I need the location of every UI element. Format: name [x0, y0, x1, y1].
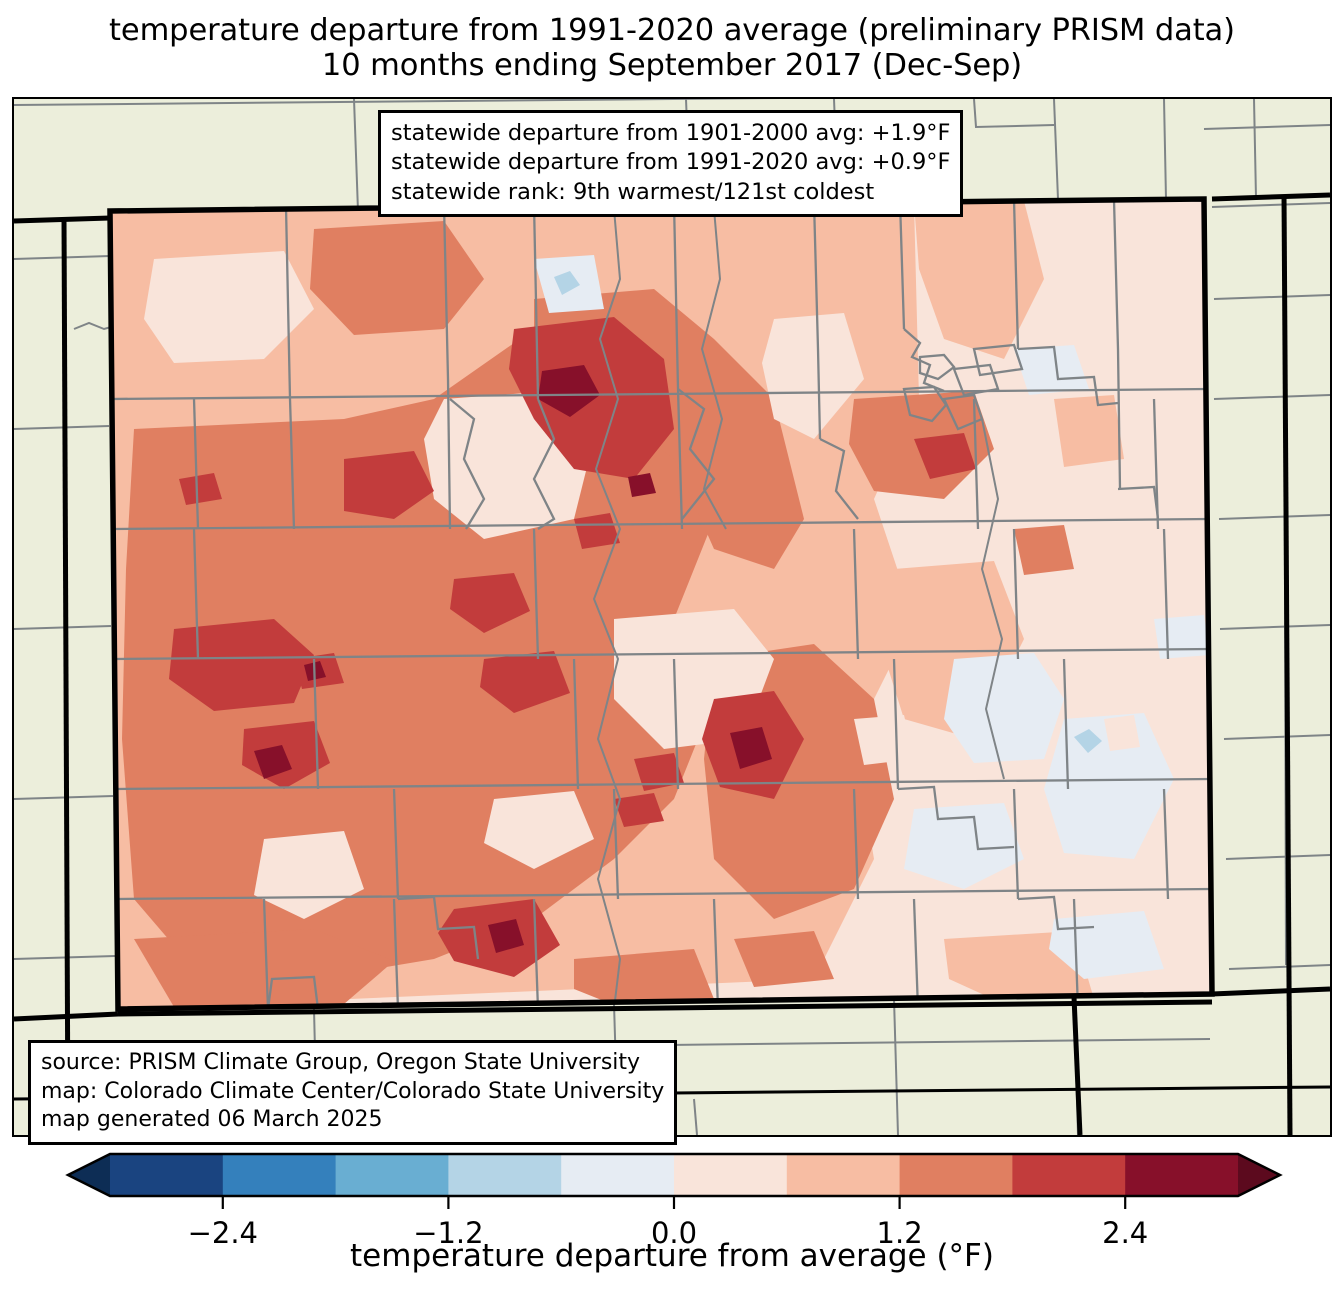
- colorbar-segment: [1125, 1154, 1239, 1196]
- colorbar-ticks: [221, 1196, 1127, 1209]
- source-line-2: map: Colorado Climate Center/Colorado St…: [41, 1078, 665, 1104]
- colorbar-segment: [786, 1154, 901, 1196]
- neighbor-state-borders: [14, 192, 1330, 1135]
- colorbar-svg: −2.4 −1.2 0.0 1.2 2.4: [65, 1152, 1283, 1250]
- title-line-2: 10 months ending September 2017 (Dec-Sep…: [321, 47, 1023, 83]
- band-neg1.2-neg0.6: [554, 271, 1102, 753]
- colorbar-segment: [1012, 1154, 1126, 1196]
- source-line-1: source: PRISM Climate Group, Oregon Stat…: [41, 1050, 641, 1075]
- title-line-1: temperature departure from 1991-2020 ave…: [109, 13, 1235, 48]
- colorbar-tick-label: −1.2: [413, 1216, 483, 1250]
- figure-title: temperature departure from 1991-2020 ave…: [0, 13, 1344, 84]
- colorbar: −2.4 −1.2 0.0 1.2 2.4: [0, 1146, 1344, 1299]
- colorbar-extend-high: [1238, 1154, 1280, 1196]
- colorbar-extend-low: [68, 1154, 110, 1196]
- stats-line-1: statewide departure from 1901-2000 avg: …: [391, 120, 951, 146]
- colorbar-tick-label: 2.4: [1102, 1216, 1148, 1250]
- colorbar-segment: [448, 1154, 562, 1196]
- map-panel: [12, 97, 1332, 1137]
- county-boundaries: [110, 199, 1212, 1009]
- source-line-3: map generated 06 March 2025: [41, 1107, 383, 1133]
- colorbar-axis-label: temperature departure from average (°F): [350, 1238, 994, 1274]
- colorbar-tick-label: −2.4: [188, 1216, 258, 1250]
- colorbar-segment: [110, 1154, 224, 1196]
- colorbar-segment: [561, 1154, 675, 1196]
- source-credits-box: source: PRISM Climate Group, Oregon Stat…: [28, 1040, 678, 1145]
- colorbar-segment: [222, 1154, 337, 1196]
- statewide-stats-box: statewide departure from 1901-2000 avg: …: [378, 110, 964, 217]
- colorado-contour-map: [14, 99, 1330, 1135]
- colorbar-segment: [674, 1154, 788, 1196]
- band-above-2.4: [254, 365, 772, 953]
- colorbar-tick-label: 1.2: [877, 1216, 923, 1250]
- colorbar-outline: [65, 1152, 1283, 1198]
- stats-line-3: statewide rank: 9th warmest/121st coldes…: [391, 178, 875, 205]
- colorbar-tick-labels: −2.4 −1.2 0.0 1.2 2.4: [188, 1216, 1149, 1250]
- temperature-departure-field: [110, 199, 1212, 1009]
- stats-line-2: statewide departure from 1991-2020 avg: …: [391, 149, 951, 176]
- colorbar-segment: [335, 1154, 449, 1196]
- colorbar-segment: [899, 1154, 1013, 1196]
- colorbar-tick-label: 0.0: [651, 1216, 697, 1250]
- colorbar-segments: [68, 1154, 1280, 1196]
